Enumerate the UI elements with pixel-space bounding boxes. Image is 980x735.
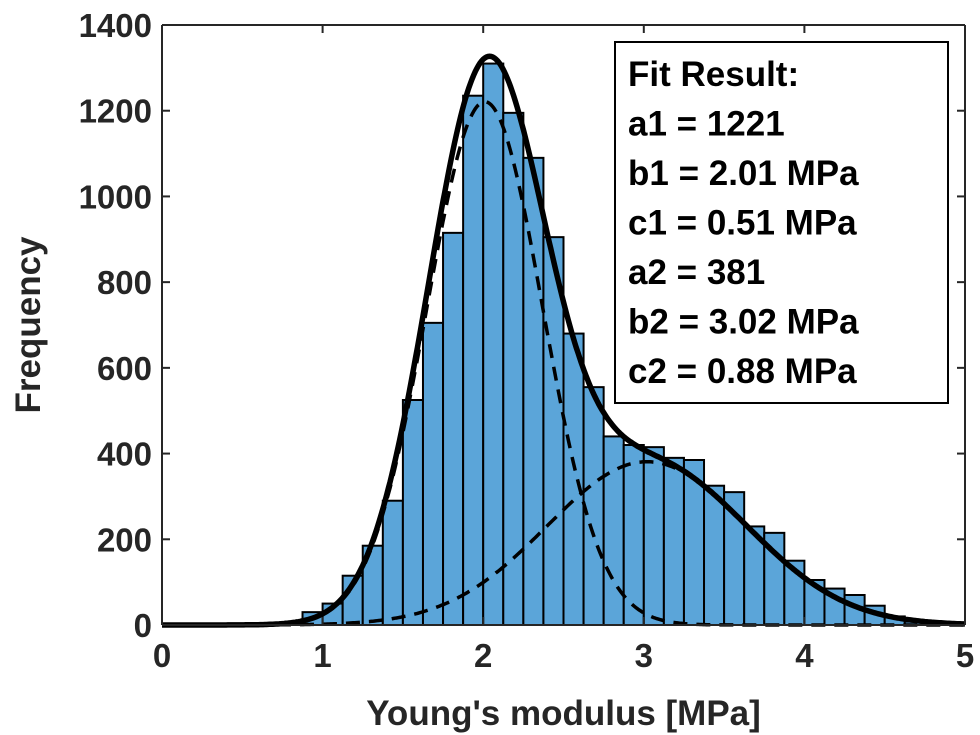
histogram-bar xyxy=(401,399,424,626)
histogram-bar xyxy=(642,446,665,626)
histogram-bar xyxy=(703,484,726,627)
histogram-bar xyxy=(522,156,545,626)
y-tick-label: 600 xyxy=(97,350,152,387)
x-tick-label: 3 xyxy=(635,637,653,674)
fit-result-legend: Fit Result: a1 = 1221 b1 = 2.01 MPa c1 = 0.… xyxy=(614,41,949,404)
x-tick-label: 0 xyxy=(153,637,171,674)
histogram-bar xyxy=(482,62,505,627)
histogram-bar xyxy=(462,94,485,626)
y-tick-label: 1400 xyxy=(79,7,152,44)
fit-total-curve xyxy=(162,53,966,628)
y-tick-label: 0 xyxy=(134,607,152,644)
legend-line: Fit Result: xyxy=(628,55,799,94)
y-tick-label: 1200 xyxy=(79,93,152,130)
legend-box xyxy=(614,41,949,404)
y-axis-label: Frequency xyxy=(9,236,48,414)
histogram-bar xyxy=(442,231,465,626)
legend-line: c2 = 0.88 MPa xyxy=(628,352,857,391)
x-tick-label: 1 xyxy=(313,637,331,674)
fit-component-1-dashed xyxy=(162,99,965,627)
y-tick-label: 800 xyxy=(97,264,152,301)
histogram-bar xyxy=(421,321,445,626)
axes: 0 1 2 3 4 5 0 200 400 600 800 1000 1200 1400 xyxy=(79,7,975,674)
histogram-bar xyxy=(662,456,685,626)
x-axis-label: Young's modulus [MPa] xyxy=(366,694,761,733)
histogram-bar xyxy=(582,386,605,626)
y-tick-label: 1000 xyxy=(79,178,152,215)
histogram-bar xyxy=(622,444,645,626)
histogram-bar xyxy=(381,499,404,627)
legend-line: a2 = 381 xyxy=(628,253,765,292)
legend-line: c1 = 0.51 MPa xyxy=(628,204,857,243)
x-tick-label: 4 xyxy=(795,637,814,674)
histogram-bar xyxy=(562,332,585,626)
histogram-bar xyxy=(602,435,625,626)
x-tick-label: 5 xyxy=(956,637,974,674)
x-tick-label: 2 xyxy=(474,637,492,674)
legend-line: a1 = 1221 xyxy=(628,105,785,144)
legend-line: b2 = 3.02 MPa xyxy=(628,303,859,342)
y-tick-label: 200 xyxy=(97,521,152,558)
legend-line: b1 = 2.01 MPa xyxy=(628,154,859,193)
y-tick-label: 400 xyxy=(97,436,152,473)
